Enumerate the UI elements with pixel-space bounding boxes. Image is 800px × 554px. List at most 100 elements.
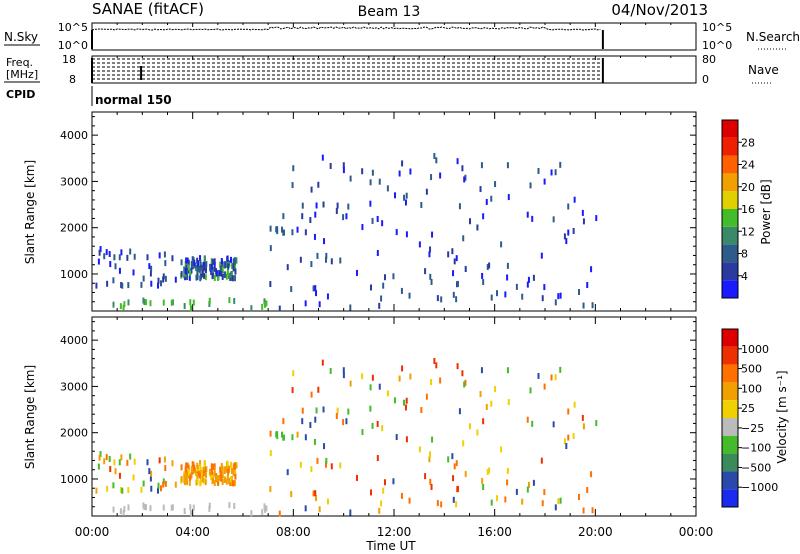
velocity-point xyxy=(162,478,165,485)
velocity-point xyxy=(163,456,166,463)
colorbar-segment xyxy=(722,418,738,436)
power-point xyxy=(265,300,268,307)
power-point xyxy=(455,296,458,303)
power-point xyxy=(105,249,108,256)
power-point xyxy=(185,264,188,271)
power-point xyxy=(209,264,212,271)
power-point xyxy=(447,251,450,258)
power-point xyxy=(310,261,313,268)
power-point xyxy=(435,157,438,164)
velocity-point xyxy=(559,497,562,504)
velocity-point xyxy=(329,367,332,374)
velocity-point xyxy=(158,457,161,464)
power-point xyxy=(148,263,151,270)
velocity-point xyxy=(453,463,456,470)
y-tick-label: 3000 xyxy=(60,175,88,188)
colorbar-tick-label: 24 xyxy=(741,159,755,172)
power-point xyxy=(99,246,102,253)
velocity-point xyxy=(433,357,436,364)
power-point xyxy=(550,169,553,176)
power-point xyxy=(186,274,189,281)
power-point xyxy=(213,275,216,282)
velocity-plot-frame xyxy=(91,316,697,517)
power-point xyxy=(455,255,458,262)
power-point xyxy=(202,261,205,268)
velocity-point xyxy=(150,485,153,492)
power-point xyxy=(540,252,543,259)
power-point xyxy=(180,259,183,266)
power-point xyxy=(430,278,433,285)
velocity-point xyxy=(198,471,201,478)
power-point xyxy=(200,264,203,271)
power-point xyxy=(183,303,186,310)
power-point xyxy=(342,214,345,221)
power-point xyxy=(211,266,214,273)
velocity-point xyxy=(310,391,313,398)
power-point xyxy=(205,261,208,268)
power-point xyxy=(420,202,423,209)
power-point xyxy=(174,276,177,283)
power-point xyxy=(590,266,593,273)
velocity-point xyxy=(565,443,568,450)
velocity-point xyxy=(301,407,304,414)
colorbar-segment xyxy=(722,346,738,365)
power-point xyxy=(120,282,123,289)
power-point xyxy=(563,233,566,240)
power-panel: 1000 2000 3000 4000 Slant Range [km] 4 8 12 16… xyxy=(23,111,773,312)
colorbar-tick-label: −25 xyxy=(741,422,764,435)
velocity-point xyxy=(527,481,530,488)
power-point xyxy=(431,231,434,238)
power-point xyxy=(186,257,189,264)
power-point xyxy=(369,179,372,186)
velocity-point xyxy=(403,399,406,406)
velocity-point xyxy=(451,453,454,460)
power-point xyxy=(376,250,379,257)
velocity-point xyxy=(217,479,220,486)
power-point xyxy=(219,265,222,272)
velocity-point xyxy=(195,479,198,486)
velocity-point xyxy=(265,505,268,512)
power-point xyxy=(386,185,389,192)
velocity-point xyxy=(227,478,230,485)
velocity-point xyxy=(213,480,216,487)
velocity-point xyxy=(263,503,266,510)
power-point xyxy=(229,274,232,281)
velocity-x-axis xyxy=(91,317,697,516)
velocity-point xyxy=(582,423,585,430)
power-point xyxy=(95,282,98,289)
power-point xyxy=(439,172,442,179)
velocity-point xyxy=(590,471,593,478)
velocity-point xyxy=(554,504,557,511)
power-point xyxy=(515,283,518,290)
power-point xyxy=(408,292,411,299)
power-point xyxy=(223,261,226,268)
velocity-point xyxy=(463,381,466,388)
power-point xyxy=(345,213,348,220)
nsky-label: N.Sky xyxy=(4,30,38,44)
power-point xyxy=(282,229,285,236)
colorbar-tick-label: 4 xyxy=(741,270,748,283)
velocity-point xyxy=(382,487,385,494)
velocity-point xyxy=(325,457,328,464)
power-point xyxy=(127,282,130,289)
power-point xyxy=(567,203,570,210)
velocity-point xyxy=(205,472,208,479)
velocity-point xyxy=(381,425,384,432)
velocity-point xyxy=(420,407,423,414)
power-point xyxy=(190,261,193,268)
colorbar-segment xyxy=(722,209,738,227)
velocity-point xyxy=(490,400,493,407)
power-point xyxy=(233,275,236,282)
power-point xyxy=(198,266,201,273)
colorbar-segment xyxy=(722,329,738,347)
power-point xyxy=(203,272,206,279)
power-point xyxy=(324,256,327,263)
velocity-point xyxy=(144,504,147,511)
power-point xyxy=(150,280,153,287)
power-point xyxy=(404,199,407,206)
velocity-point xyxy=(171,504,174,511)
power-point xyxy=(481,272,484,279)
power-point xyxy=(490,195,493,202)
power-point xyxy=(149,270,152,277)
power-point xyxy=(482,213,485,220)
